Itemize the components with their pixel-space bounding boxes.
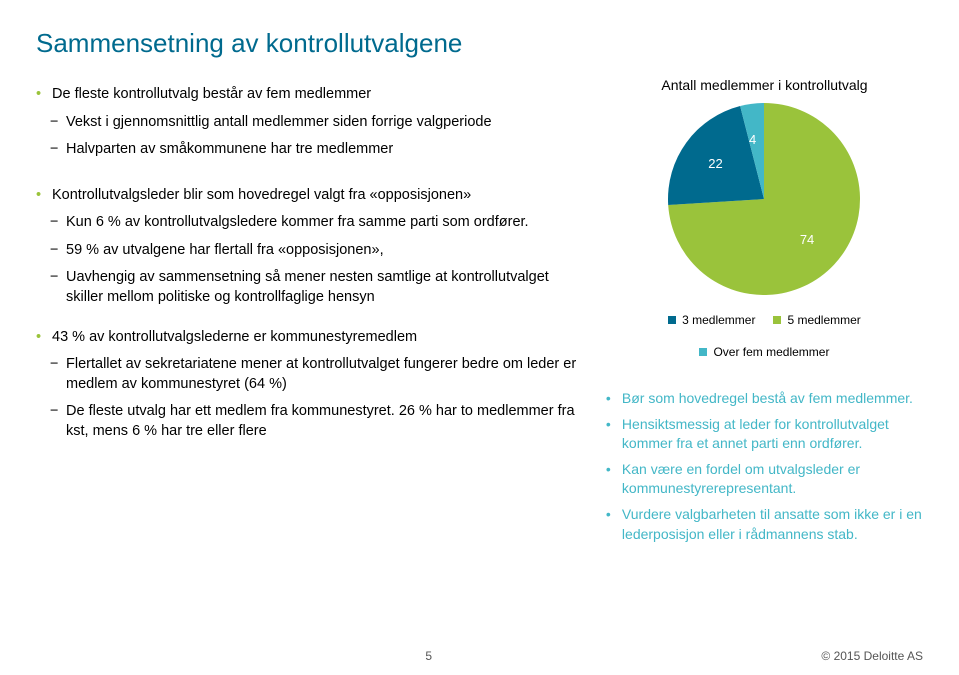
right-column: Antall medlemmer i kontrollutvalg 74224 … [606,77,923,550]
pie-label: 4 [749,132,756,147]
section-2-sub-a: Kun 6 % av kontrollutvalgsledere kommer … [66,213,586,233]
columns: De fleste kontrollutvalg består av fem m… [36,77,923,550]
copyright: © 2015 Deloitte AS [821,649,923,663]
footer: 5 © 2015 Deloitte AS [0,649,959,663]
pie-label: 22 [708,156,722,171]
pie-chart: 74 22 4 [664,99,864,299]
left-column: De fleste kontrollutvalg består av fem m… [36,77,606,550]
recommendation-item: Hensiktsmessig at leder for kontrollutva… [606,415,923,454]
recommendation-item: Vurdere valgbarheten til ansatte som ikk… [606,505,923,544]
pie-svg [664,99,864,299]
legend-label: Over fem medlemmer [713,345,829,359]
slide-root: Sammensetning av kontrollutvalgene De fl… [0,0,959,550]
pie-label: 74 [800,232,814,247]
chart-title: Antall medlemmer i kontrollutvalg [606,77,923,93]
section-1: De fleste kontrollutvalg består av fem m… [52,85,586,105]
legend-swatch [773,316,781,324]
section-3: 43 % av kontrollutvalgslederne er kommun… [52,328,586,348]
section-2-sub-b: 59 % av utvalgene har flertall fra «oppo… [66,241,586,261]
legend-swatch [699,348,707,356]
recommendation-item: Kan være en fordel om utvalgsleder er ko… [606,460,923,499]
section-3-sub-b: De fleste utvalg har ett medlem fra komm… [66,402,586,441]
page-title: Sammensetning av kontrollutvalgene [36,28,923,59]
legend-item: 5 medlemmer [773,313,860,327]
section-2-sub-c: Uavhengig av sammensetning så mener nest… [66,268,586,307]
chart-box: Antall medlemmer i kontrollutvalg 74224 … [606,77,923,359]
legend-swatch [668,316,676,324]
legend-label: 3 medlemmer [682,313,755,327]
recommendations: Bør som hovedregel bestå av fem medlemme… [606,389,923,544]
section-2: Kontrollutvalgsleder blir som hovedregel… [52,186,586,206]
section-1-sub-a: Vekst i gjennomsnittlig antall medlemmer… [66,113,586,133]
legend-item: Over fem medlemmer [699,345,829,359]
chart-legend: 3 medlemmer 5 medlemmer Over fem medlemmer [606,313,923,359]
legend-item: 3 medlemmer [668,313,755,327]
section-1-sub-b: Halvparten av småkommunene har tre medle… [66,140,586,160]
recommendation-item: Bør som hovedregel bestå av fem medlemme… [606,389,923,409]
section-3-sub-a: Flertallet av sekretariatene mener at ko… [66,355,586,394]
legend-label: 5 medlemmer [787,313,860,327]
page-number: 5 [425,649,432,663]
